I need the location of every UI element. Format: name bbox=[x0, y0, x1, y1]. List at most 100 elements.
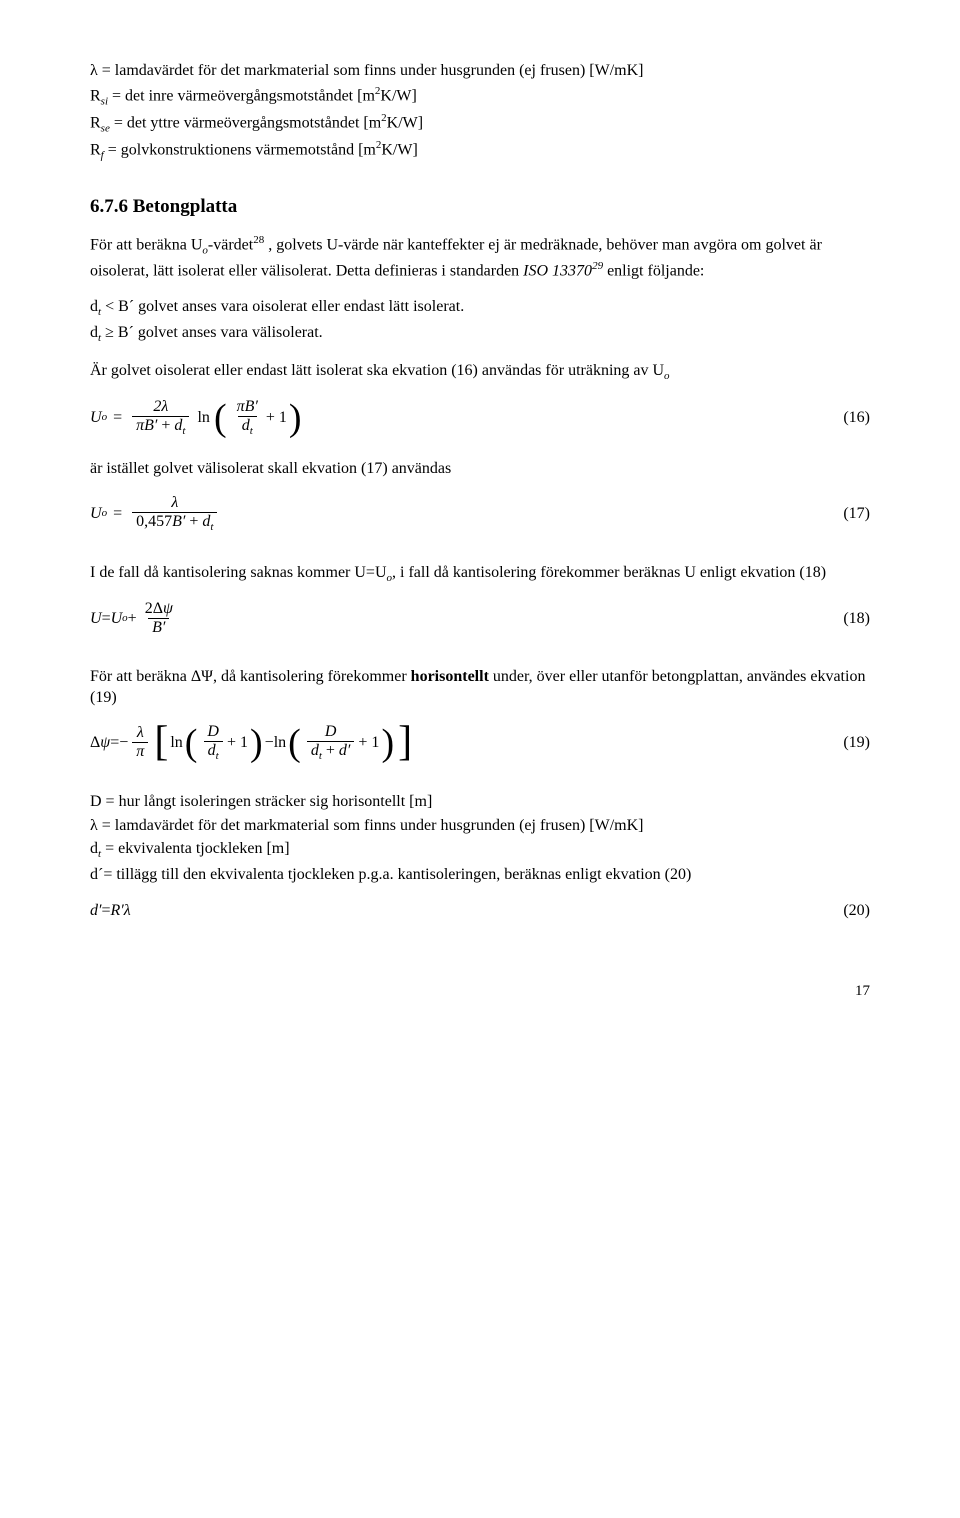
subscript: si bbox=[101, 95, 108, 107]
text: enligt följande: bbox=[603, 262, 704, 279]
paragraph-4: I de fall då kantisolering saknas kommer… bbox=[90, 562, 870, 586]
denominator: 0,457B′ + dt bbox=[132, 512, 217, 534]
equation-number: (17) bbox=[843, 503, 870, 525]
var: R′λ bbox=[111, 900, 131, 922]
paragraph-5: För att beräkna ΔΨ, då kantisolering för… bbox=[90, 666, 870, 709]
equation-number: (19) bbox=[843, 732, 870, 754]
rparen-icon: ) bbox=[289, 403, 302, 433]
text: För att beräkna U bbox=[90, 237, 202, 254]
def-D: D = hur långt isoleringen sträcker sig h… bbox=[90, 791, 870, 813]
rparen-icon: ) bbox=[250, 728, 263, 758]
text: d bbox=[208, 742, 216, 759]
text: + 1 bbox=[358, 732, 379, 754]
fraction: πB′ dt bbox=[233, 398, 262, 438]
text: K/W] bbox=[387, 114, 423, 131]
def-dt: dt = ekvivalenta tjockleken [m] bbox=[90, 838, 870, 862]
numerator: 2Δψ bbox=[141, 600, 177, 618]
text: B′ bbox=[144, 417, 157, 434]
text: π bbox=[237, 398, 245, 415]
numerator: πB′ bbox=[233, 398, 262, 416]
denominator: B′ bbox=[148, 618, 169, 637]
equation-number: (18) bbox=[843, 608, 870, 630]
denominator: dt bbox=[238, 416, 257, 438]
condition-1: dt < B´ golvet anses vara oisolerat elle… bbox=[90, 296, 870, 320]
numerator: λ bbox=[133, 724, 148, 742]
text: R bbox=[90, 87, 101, 104]
ln: ln bbox=[274, 732, 286, 754]
fraction: D dt bbox=[203, 723, 223, 763]
text: K/W] bbox=[380, 87, 416, 104]
text: + 1 bbox=[227, 732, 248, 754]
rparen-icon: ) bbox=[381, 728, 394, 758]
equals: = bbox=[110, 732, 119, 754]
section-heading: 6.7.6 Betongplatta bbox=[90, 194, 870, 220]
minus: − bbox=[265, 732, 274, 754]
text: + bbox=[157, 417, 174, 434]
text: K/W] bbox=[381, 142, 417, 159]
equals: = bbox=[102, 608, 111, 630]
numerator: 2λ bbox=[149, 398, 172, 416]
subscript: o bbox=[102, 410, 108, 425]
subscript: se bbox=[101, 122, 110, 134]
def-rse: Rse = det yttre värmeövergångsmotståndet… bbox=[90, 111, 870, 136]
text: d bbox=[90, 324, 98, 341]
equation-16: Uo = 2λ πB′ + dt ln ( πB′ dt + 1 ) bbox=[90, 398, 304, 438]
equation-20-row: d′ = R′λ (20) bbox=[90, 900, 870, 922]
text: = ekvivalenta tjockleken [m] bbox=[101, 840, 290, 857]
rbracket-icon: ] bbox=[398, 726, 412, 760]
text: + bbox=[322, 742, 339, 759]
equation-17: Uo = λ 0,457B′ + dt bbox=[90, 494, 221, 534]
subscript: o bbox=[664, 370, 670, 382]
numerator: D bbox=[321, 723, 341, 741]
ln: ln bbox=[170, 732, 182, 754]
conditions-block: dt < B´ golvet anses vara oisolerat elle… bbox=[90, 296, 870, 346]
definitions-block-1: λ = lamdavärdet för det markmaterial som… bbox=[90, 60, 870, 164]
lbracket-icon: [ bbox=[154, 726, 168, 760]
var: d′ bbox=[90, 900, 102, 922]
text: d bbox=[90, 840, 98, 857]
subscript: t bbox=[216, 750, 219, 762]
fraction: 2λ πB′ + dt bbox=[132, 398, 189, 438]
text: R bbox=[90, 142, 101, 159]
text: I de fall då kantisolering saknas kommer… bbox=[90, 564, 387, 581]
minus: − bbox=[119, 732, 128, 754]
text: -värdet bbox=[208, 237, 253, 254]
lparen-icon: ( bbox=[288, 728, 301, 758]
denominator: πB′ + dt bbox=[132, 416, 189, 438]
text: d bbox=[242, 417, 250, 434]
text: d′ bbox=[339, 742, 351, 759]
text: π bbox=[136, 417, 144, 434]
equation-19: Δψ = − λ π [ ln ( D dt + 1 ) − ln ( D dt… bbox=[90, 723, 414, 763]
def-lambda: λ = lamdavärdet för det markmaterial som… bbox=[90, 60, 870, 82]
bold-word: horisontellt bbox=[411, 668, 489, 685]
equation-number: (16) bbox=[843, 407, 870, 429]
paragraph-2: Är golvet oisolerat eller endast lätt is… bbox=[90, 360, 870, 384]
def-lambda-2: λ = lamdavärdet för det markmaterial som… bbox=[90, 815, 870, 837]
text: , i fall då kantisolering förekommer ber… bbox=[392, 564, 826, 581]
text: + 1 bbox=[266, 407, 287, 429]
text: För att beräkna ΔΨ, då kantisolering för… bbox=[90, 668, 411, 685]
lparen-icon: ( bbox=[214, 403, 227, 433]
numerator: λ bbox=[167, 494, 182, 512]
equals: = bbox=[113, 407, 122, 429]
var: U bbox=[90, 608, 102, 630]
text: R bbox=[90, 114, 101, 131]
text: ≥ B´ golvet anses vara välisolerat. bbox=[101, 324, 323, 341]
equation-18: U = Uo + 2Δψ B′ bbox=[90, 600, 181, 638]
fraction: D dt + d′ bbox=[307, 723, 355, 763]
fraction: λ π bbox=[132, 724, 148, 762]
equation-17-row: Uo = λ 0,457B′ + dt (17) bbox=[90, 494, 870, 534]
text: = det inre värmeövergångsmotståndet [m bbox=[108, 87, 375, 104]
fraction: 2Δψ B′ bbox=[141, 600, 177, 638]
def-rsi: Rsi = det inre värmeövergångsmotståndet … bbox=[90, 84, 870, 109]
lparen-icon: ( bbox=[185, 728, 198, 758]
fraction: λ 0,457B′ + dt bbox=[132, 494, 217, 534]
var: U bbox=[90, 407, 102, 429]
equation-19-row: Δψ = − λ π [ ln ( D dt + 1 ) − ln ( D dt… bbox=[90, 723, 870, 763]
var: U bbox=[111, 608, 123, 630]
text: + bbox=[128, 608, 137, 630]
denominator: dt + d′ bbox=[307, 741, 355, 763]
ln: ln bbox=[197, 407, 209, 429]
text: B′ bbox=[245, 398, 258, 415]
text: = golvkonstruktionens värmemotstånd [m bbox=[104, 142, 376, 159]
